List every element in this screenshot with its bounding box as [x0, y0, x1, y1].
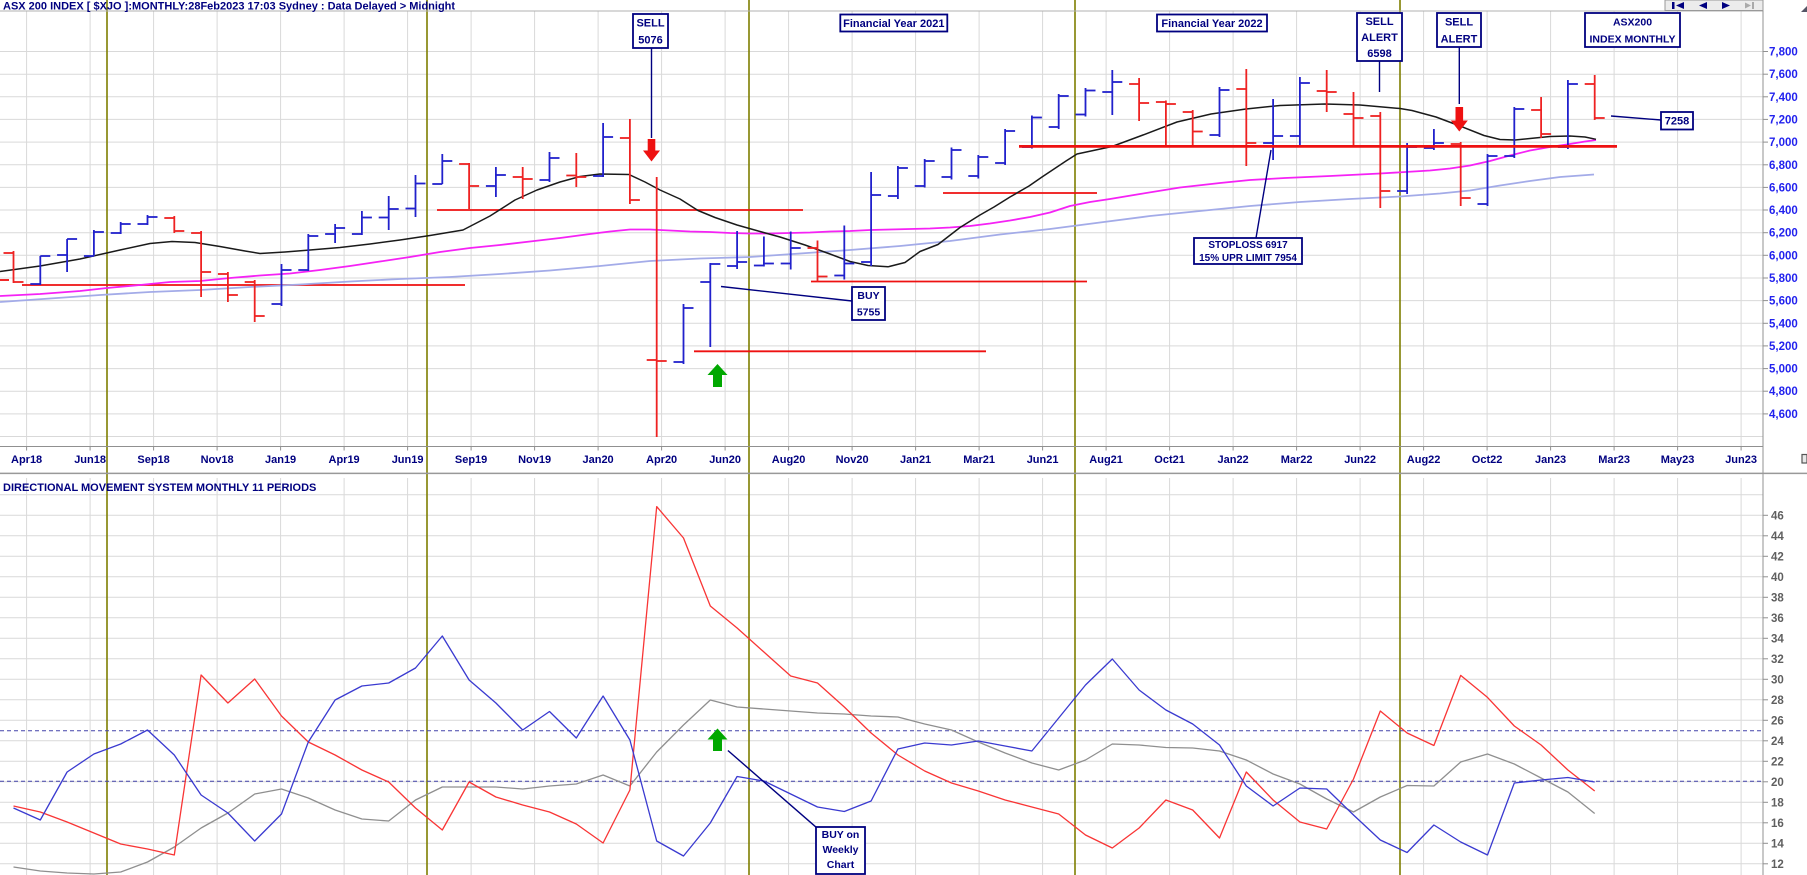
- svg-text:34: 34: [1771, 633, 1784, 645]
- svg-text:Jun22: Jun22: [1344, 454, 1376, 466]
- svg-text:Jun20: Jun20: [709, 454, 741, 466]
- svg-text:DIRECTIONAL MOVEMENT SYSTEM MO: DIRECTIONAL MOVEMENT SYSTEM MONTHLY 11 P…: [3, 482, 316, 494]
- svg-text:38: 38: [1771, 592, 1784, 604]
- svg-text:6,800: 6,800: [1769, 160, 1798, 172]
- svg-text:Oct22: Oct22: [1472, 454, 1503, 466]
- svg-text:Nov18: Nov18: [201, 454, 234, 466]
- svg-text:6,400: 6,400: [1769, 205, 1798, 217]
- svg-text:14: 14: [1771, 838, 1784, 850]
- svg-text:Apr18: Apr18: [11, 454, 42, 466]
- svg-text:15% UPR LIMIT 7954: 15% UPR LIMIT 7954: [1199, 253, 1297, 264]
- svg-text:42: 42: [1771, 551, 1784, 563]
- svg-text:Jan20: Jan20: [582, 454, 613, 466]
- svg-text:Nov19: Nov19: [518, 454, 551, 466]
- svg-text:INDEX MONTHLY: INDEX MONTHLY: [1590, 33, 1676, 45]
- svg-text:5,000: 5,000: [1769, 364, 1798, 376]
- svg-text:Sep19: Sep19: [455, 454, 487, 466]
- svg-text:SELL: SELL: [1445, 17, 1473, 29]
- svg-text:SELL: SELL: [1365, 16, 1393, 28]
- svg-text:5755: 5755: [857, 307, 881, 319]
- svg-text:7258: 7258: [1665, 116, 1689, 128]
- svg-text:5,200: 5,200: [1769, 341, 1798, 353]
- svg-text:Apr19: Apr19: [329, 454, 360, 466]
- svg-text:Jan21: Jan21: [900, 454, 931, 466]
- svg-text:18: 18: [1771, 797, 1784, 809]
- svg-text:May23: May23: [1661, 454, 1695, 466]
- svg-text:Jun23: Jun23: [1725, 454, 1757, 466]
- svg-text:16: 16: [1771, 818, 1784, 830]
- svg-text:ASX 200 INDEX [ $XJO ]:MONTHLY: ASX 200 INDEX [ $XJO ]:MONTHLY:28Feb2023…: [3, 1, 455, 13]
- svg-text:4,800: 4,800: [1769, 386, 1798, 398]
- svg-text:Aug21: Aug21: [1089, 454, 1123, 466]
- svg-text:Sep18: Sep18: [137, 454, 169, 466]
- svg-text:Aug22: Aug22: [1407, 454, 1441, 466]
- svg-text:SELL: SELL: [636, 18, 664, 30]
- svg-text:Financial Year 2021: Financial Year 2021: [843, 18, 944, 30]
- svg-text:Mar23: Mar23: [1598, 454, 1630, 466]
- svg-text:Chart: Chart: [827, 859, 855, 871]
- svg-text:Jun21: Jun21: [1027, 454, 1059, 466]
- svg-text:5,800: 5,800: [1769, 273, 1798, 285]
- svg-text:12: 12: [1771, 859, 1784, 871]
- svg-text:Financial Year 2022: Financial Year 2022: [1161, 18, 1262, 30]
- svg-text:Jun18: Jun18: [74, 454, 106, 466]
- svg-text:24: 24: [1771, 736, 1784, 748]
- svg-text:BUY: BUY: [857, 290, 879, 302]
- svg-text:Mar21: Mar21: [963, 454, 995, 466]
- svg-text:30: 30: [1771, 674, 1784, 686]
- svg-text:ALERT: ALERT: [1441, 34, 1478, 46]
- svg-text:6,200: 6,200: [1769, 228, 1798, 240]
- svg-text:20: 20: [1771, 777, 1784, 789]
- svg-text:Nov20: Nov20: [836, 454, 869, 466]
- svg-text:Jan23: Jan23: [1535, 454, 1566, 466]
- svg-text:Oct21: Oct21: [1154, 454, 1185, 466]
- svg-text:5,600: 5,600: [1769, 296, 1798, 308]
- svg-text:7,000: 7,000: [1769, 137, 1798, 149]
- svg-text:Weekly: Weekly: [823, 844, 859, 856]
- svg-text:7,600: 7,600: [1769, 69, 1798, 81]
- svg-text:5,400: 5,400: [1769, 318, 1798, 330]
- svg-text:STOPLOSS 6917: STOPLOSS 6917: [1208, 240, 1288, 251]
- svg-text:26: 26: [1771, 715, 1784, 727]
- svg-text:Jan22: Jan22: [1217, 454, 1248, 466]
- svg-text:Aug20: Aug20: [772, 454, 806, 466]
- svg-text:BUY on: BUY on: [822, 829, 860, 841]
- svg-text:5076: 5076: [638, 35, 662, 47]
- svg-text:36: 36: [1771, 613, 1784, 625]
- svg-text:Jun19: Jun19: [392, 454, 424, 466]
- svg-text:32: 32: [1771, 654, 1784, 666]
- svg-text:6,600: 6,600: [1769, 182, 1798, 194]
- svg-text:4,600: 4,600: [1769, 409, 1798, 421]
- svg-text:ALERT: ALERT: [1361, 32, 1398, 44]
- svg-text:28: 28: [1771, 695, 1784, 707]
- svg-text:Mar22: Mar22: [1281, 454, 1313, 466]
- svg-text:7,400: 7,400: [1769, 92, 1798, 104]
- svg-text:22: 22: [1771, 756, 1784, 768]
- svg-text:7,800: 7,800: [1769, 47, 1798, 59]
- svg-text:Jan19: Jan19: [265, 454, 296, 466]
- svg-text:Apr20: Apr20: [646, 454, 677, 466]
- svg-text:6598: 6598: [1367, 48, 1391, 60]
- svg-text:7,200: 7,200: [1769, 114, 1798, 126]
- svg-text:ASX200: ASX200: [1613, 16, 1652, 28]
- svg-text:44: 44: [1771, 531, 1784, 543]
- svg-text:40: 40: [1771, 572, 1784, 584]
- svg-text:46: 46: [1771, 510, 1784, 522]
- svg-text:6,000: 6,000: [1769, 250, 1798, 262]
